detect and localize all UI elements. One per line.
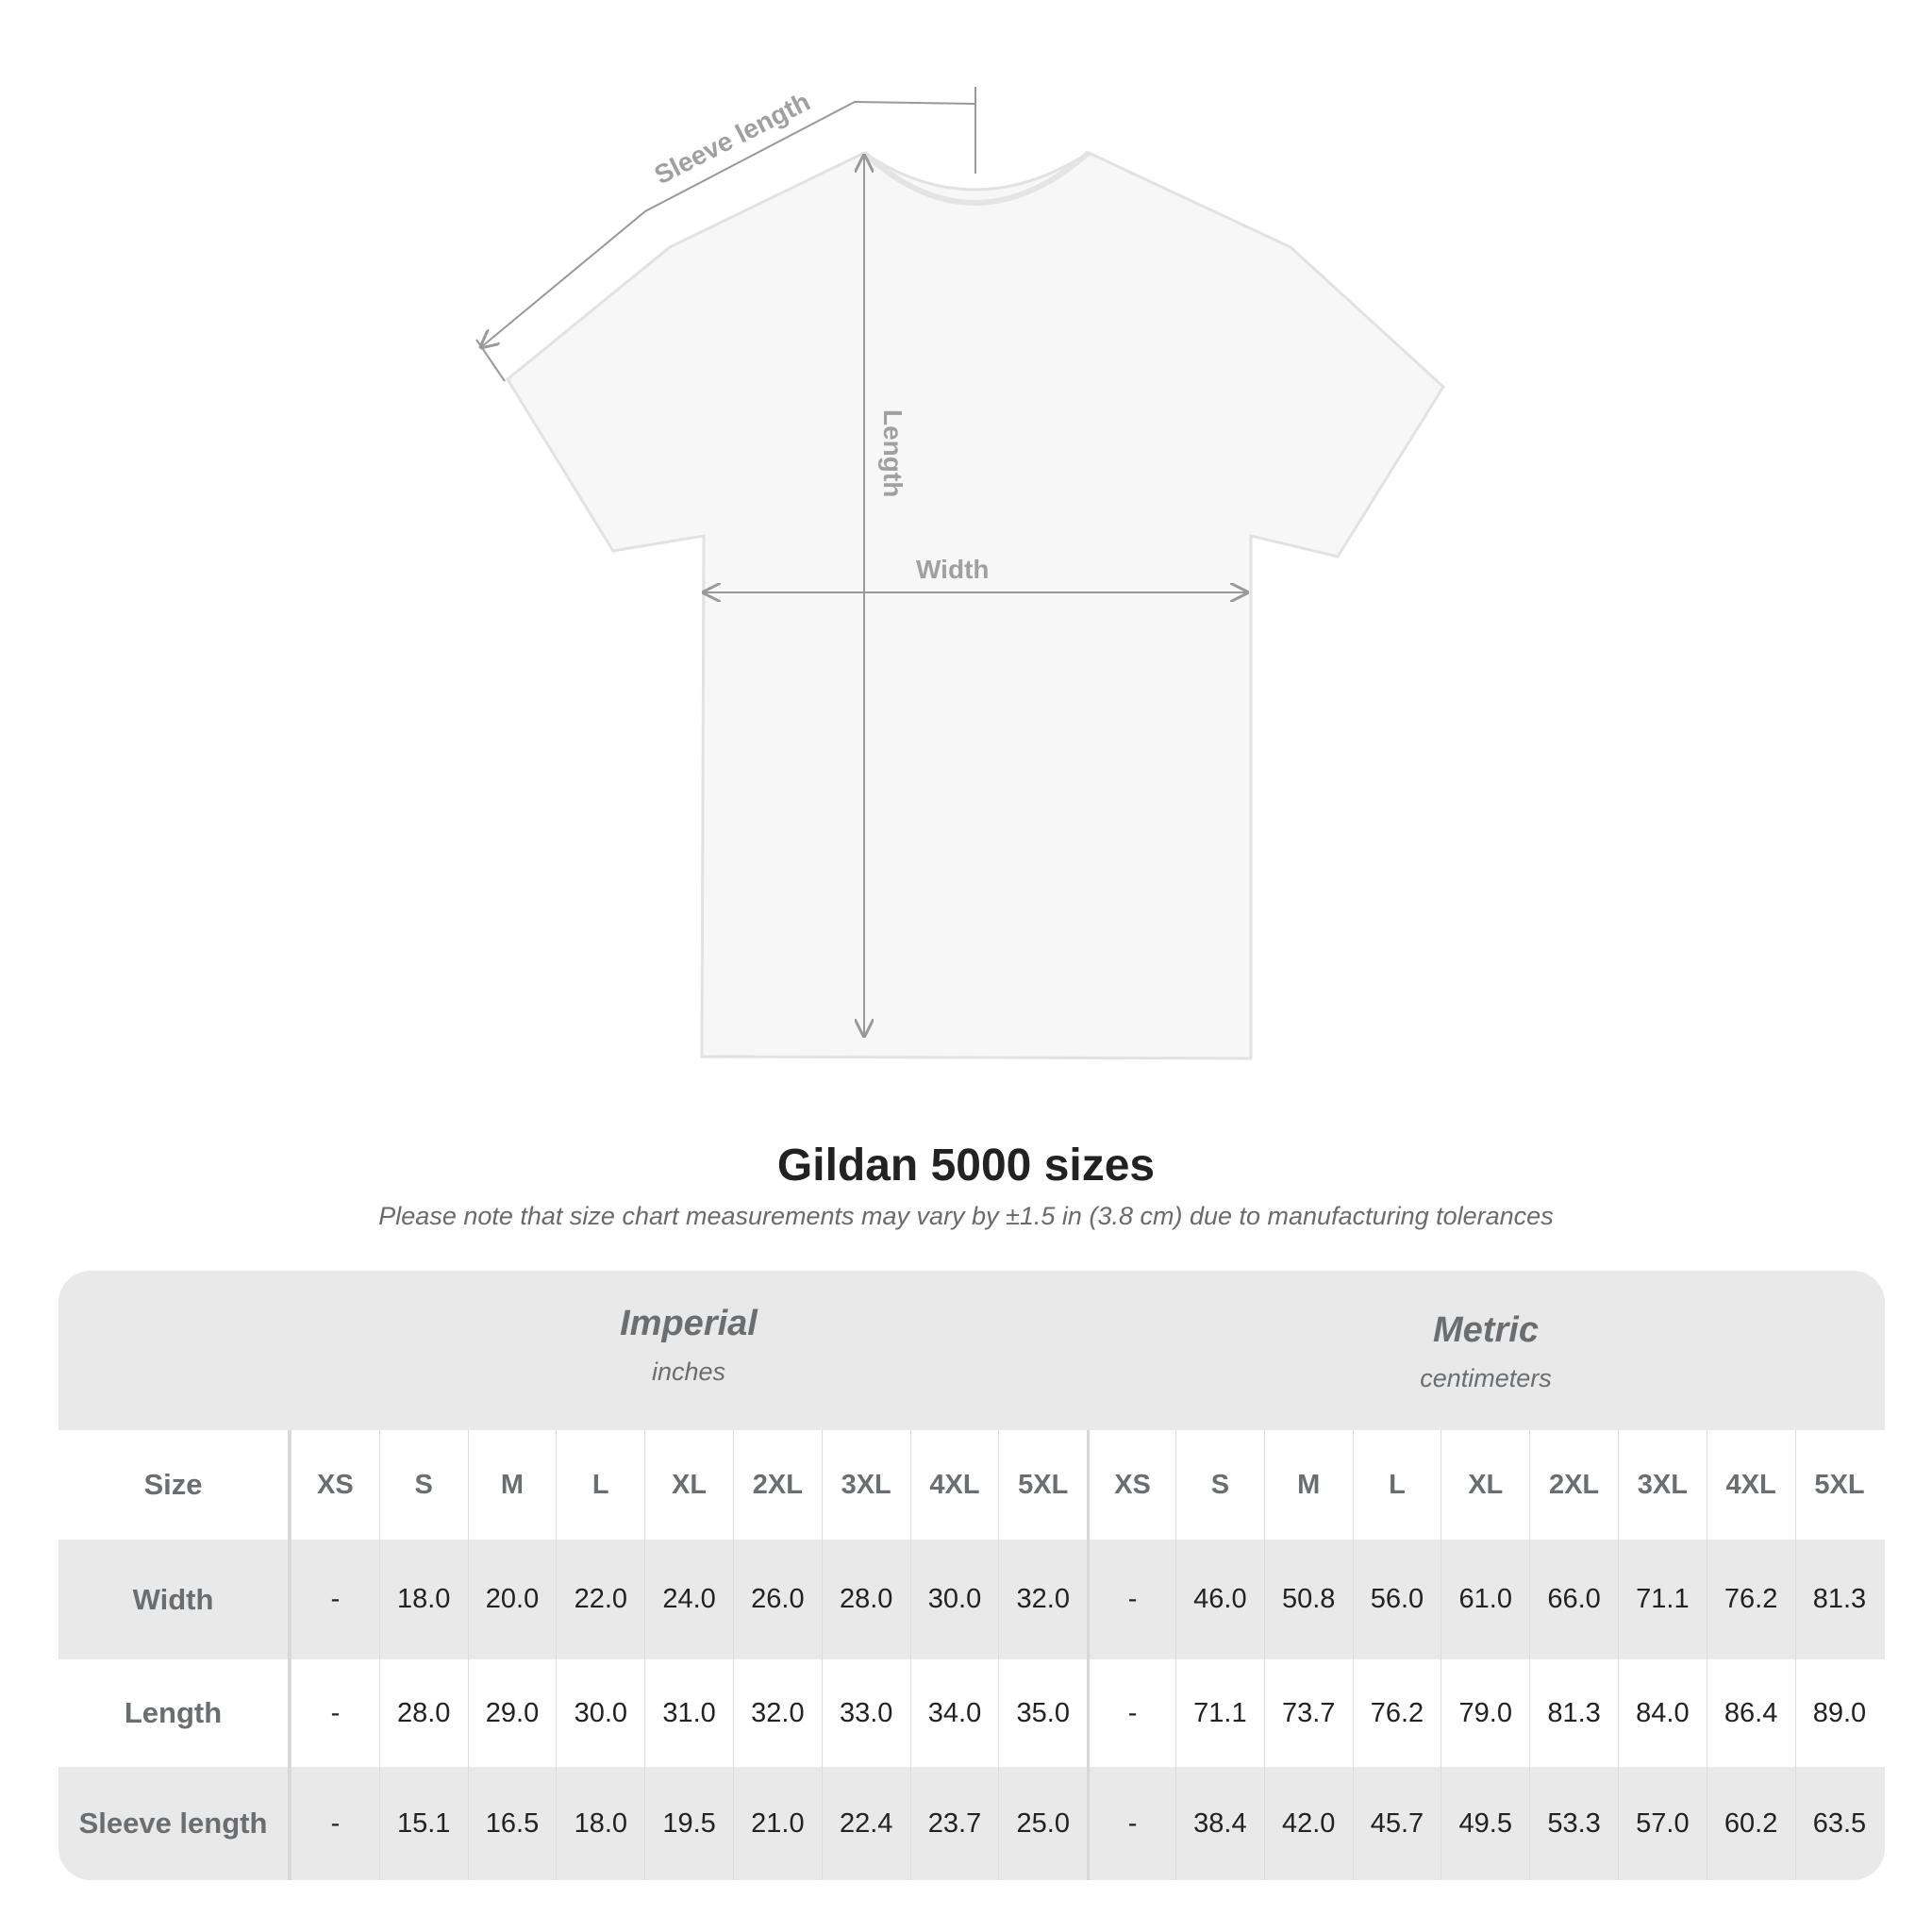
size-header-imperial: XL (644, 1430, 733, 1540)
metric-value-cell: 73.7 (1263, 1659, 1353, 1767)
width-label: Width (916, 555, 990, 584)
size-header-imperial: M (467, 1430, 557, 1540)
imperial-value-cell: 16.5 (467, 1767, 557, 1880)
row-label: Sleeve length (58, 1767, 291, 1880)
table-row: Length -28.0 29.0 30.0 31.0 32.0 33.0 34.0 35.0-… (58, 1659, 1885, 1767)
imperial-value-cell: 19.5 (644, 1767, 733, 1880)
size-header-imperial: 5XL (998, 1430, 1087, 1540)
imperial-heading: Imperial inches (291, 1304, 1087, 1387)
row-label: Length (58, 1659, 291, 1767)
imperial-value-cell: 20.0 (467, 1540, 557, 1659)
collar (861, 150, 1091, 206)
sleeve-label: Sleeve length (650, 87, 815, 191)
imperial-value-cell: 35.0 (998, 1659, 1087, 1767)
metric-value-cell: 42.0 (1263, 1767, 1353, 1880)
imperial-value-cell: 29.0 (467, 1659, 557, 1767)
imperial-value-cell: 26.0 (732, 1540, 822, 1659)
metric-value-cell: - (1087, 1659, 1175, 1767)
size-header-metric: XS (1087, 1430, 1175, 1540)
metric-value-cell: 45.7 (1352, 1767, 1441, 1880)
imperial-value-cell: 21.0 (732, 1767, 822, 1880)
size-header-imperial: 2XL (732, 1430, 822, 1540)
metric-value-cell: 89.0 (1794, 1659, 1884, 1767)
metric-value-cell: 71.1 (1174, 1659, 1264, 1767)
size-header-metric: 5XL (1794, 1430, 1884, 1540)
metric-unit: centimeters (1420, 1364, 1552, 1392)
metric-value-cell: - (1087, 1767, 1175, 1880)
page-title: Gildan 5000 sizes (776, 1141, 1156, 1191)
unit-band: Imperial inches Metric centimeters (58, 1271, 1885, 1430)
metric-value-cell: 79.0 (1441, 1659, 1529, 1767)
metric-value-cell: 76.2 (1706, 1540, 1795, 1659)
metric-value-cell: 71.1 (1617, 1540, 1707, 1659)
imperial-value-cell: 30.0 (556, 1659, 644, 1767)
metric-value-cell: 61.0 (1441, 1540, 1529, 1659)
metric-value-cell: 66.0 (1529, 1540, 1618, 1659)
imperial-value-cell: 23.7 (909, 1767, 999, 1880)
metric-value-cell: - (1087, 1540, 1175, 1659)
imperial-value-cell: - (291, 1540, 379, 1659)
size-header-imperial: XS (291, 1430, 379, 1540)
metric-value-cell: 81.3 (1529, 1659, 1618, 1767)
tshirt-diagram: Sleeve length Length Width (475, 87, 1445, 1060)
metric-value-cell: 81.3 (1794, 1540, 1884, 1659)
size-header-metric: 4XL (1706, 1430, 1795, 1540)
imperial-value-cell: 25.0 (998, 1767, 1087, 1880)
size-header-metric: 3XL (1617, 1430, 1707, 1540)
metric-value-cell: 57.0 (1617, 1767, 1707, 1880)
imperial-value-cell: 22.4 (821, 1767, 910, 1880)
size-header-metric: 2XL (1529, 1430, 1618, 1540)
imperial-value-cell: 24.0 (644, 1540, 733, 1659)
row-label: Width (58, 1540, 291, 1659)
size-table: Imperial inches Metric centimeters Size X… (58, 1271, 1885, 1880)
table-row: Width -18.0 20.0 22.0 24.0 26.0 28.0 30.0 32.0-4… (58, 1540, 1885, 1659)
sleeve-arrow (481, 100, 976, 347)
metric-value-cell: 50.8 (1263, 1540, 1353, 1659)
size-header-imperial: 3XL (821, 1430, 910, 1540)
imperial-value-cell: 32.0 (998, 1540, 1087, 1659)
size-label: Size (58, 1430, 291, 1540)
size-header-imperial: L (556, 1430, 644, 1540)
size-header-metric: S (1174, 1430, 1264, 1540)
imperial-value-cell: 28.0 (378, 1659, 468, 1767)
imperial-value-cell: 15.1 (378, 1767, 468, 1880)
metric-value-cell: 86.4 (1706, 1659, 1795, 1767)
imperial-title: Imperial (620, 1304, 758, 1343)
imperial-value-cell: 30.0 (909, 1540, 999, 1659)
imperial-value-cell: 18.0 (556, 1767, 644, 1880)
size-header-imperial: S (378, 1430, 468, 1540)
size-header-metric: XL (1441, 1430, 1529, 1540)
imperial-value-cell: 28.0 (821, 1540, 910, 1659)
metric-value-cell: 76.2 (1352, 1659, 1441, 1767)
tolerance-note: Please note that size chart measurements… (378, 1202, 1554, 1230)
size-header-imperial: 4XL (909, 1430, 999, 1540)
imperial-value-cell: 34.0 (909, 1659, 999, 1767)
metric-value-cell: 46.0 (1174, 1540, 1264, 1659)
size-header-row: Size XS S M L XL 2XL 3XL 4XL 5XL XS S M L XL 2XL 3XL 4XL 5… (58, 1430, 1885, 1540)
metric-heading: Metric centimeters (1087, 1310, 1885, 1393)
metric-title: Metric (1433, 1310, 1539, 1350)
metric-value-cell: 53.3 (1529, 1767, 1618, 1880)
imperial-value-cell: 22.0 (556, 1540, 644, 1659)
tshirt-shape (506, 151, 1445, 1060)
metric-value-cell: 38.4 (1174, 1767, 1264, 1880)
imperial-value-cell: 32.0 (732, 1659, 822, 1767)
length-label: Length (878, 409, 908, 497)
imperial-value-cell: 31.0 (644, 1659, 733, 1767)
size-header-metric: M (1263, 1430, 1353, 1540)
imperial-value-cell: - (291, 1767, 379, 1880)
imperial-unit: inches (651, 1357, 726, 1386)
metric-value-cell: 84.0 (1617, 1659, 1707, 1767)
imperial-value-cell: 18.0 (378, 1540, 468, 1659)
metric-value-cell: 49.5 (1441, 1767, 1529, 1880)
metric-value-cell: 63.5 (1794, 1767, 1884, 1880)
metric-value-cell: 56.0 (1352, 1540, 1441, 1659)
size-header-metric: L (1352, 1430, 1441, 1540)
imperial-value-cell: - (291, 1659, 379, 1767)
imperial-value-cell: 33.0 (821, 1659, 910, 1767)
metric-value-cell: 60.2 (1706, 1767, 1795, 1880)
table-row: Sleeve length -15.1 16.5 18.0 19.5 21.0 22.4 23… (58, 1767, 1885, 1880)
